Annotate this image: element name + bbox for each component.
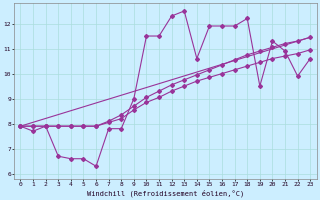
X-axis label: Windchill (Refroidissement éolien,°C): Windchill (Refroidissement éolien,°C) xyxy=(87,189,244,197)
